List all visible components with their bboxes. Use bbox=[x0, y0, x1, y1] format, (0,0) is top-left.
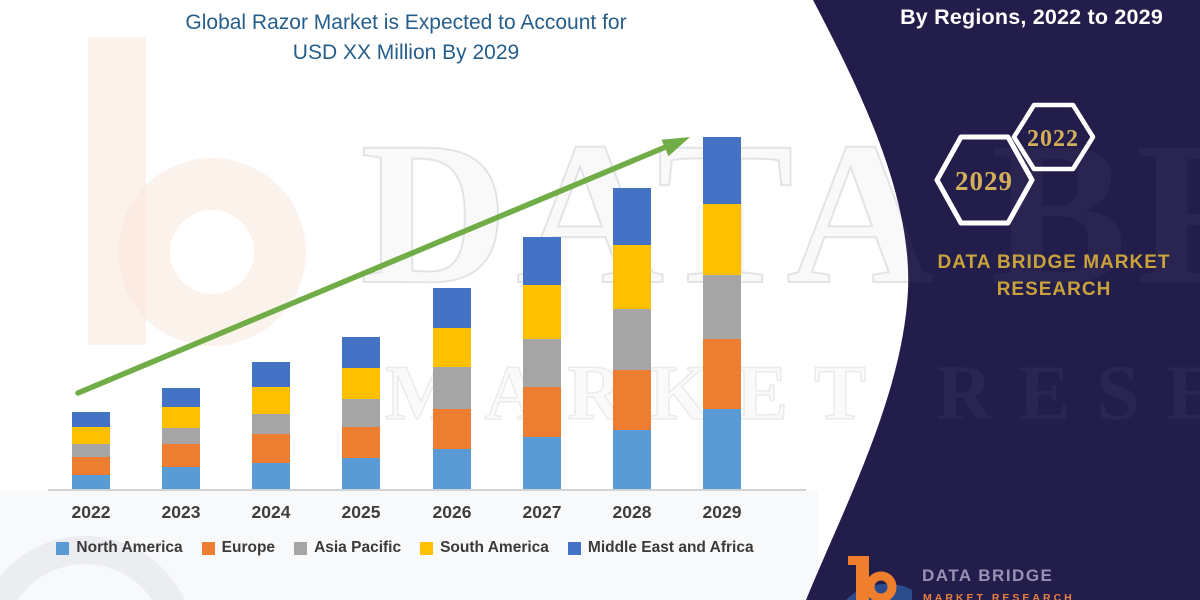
bar-segment-2022-south-america bbox=[72, 427, 110, 444]
sidebar-heading: By Regions, 2022 to 2029 bbox=[900, 5, 1163, 29]
bar-segment-2024-south-america bbox=[252, 386, 290, 415]
legend-label: North America bbox=[76, 539, 183, 556]
x-axis-label-2025: 2025 bbox=[341, 502, 381, 522]
legend-item-north-america: North America bbox=[56, 539, 183, 557]
legend-label: South America bbox=[440, 539, 549, 556]
bar-segment-2027-middle-east-and-africa bbox=[523, 237, 561, 286]
sidebar-background bbox=[806, 0, 1200, 600]
bar-segment-2029-south-america bbox=[703, 203, 741, 276]
axis-footer-strip bbox=[0, 491, 818, 600]
bar-segment-2025-asia-pacific bbox=[342, 398, 380, 427]
bar-segment-2023-south-america bbox=[162, 407, 200, 429]
x-axis-label-2028: 2028 bbox=[612, 502, 652, 522]
bar-segment-2027-south-america bbox=[523, 285, 561, 340]
bar-segment-2029-middle-east-and-africa bbox=[703, 137, 741, 204]
watermark-b-bowl bbox=[118, 158, 306, 346]
chart-title-line1: Global Razor Market is Expected to Accou… bbox=[185, 11, 627, 34]
bar-segment-2022-asia-pacific bbox=[72, 443, 110, 457]
bar-segment-2022-europe bbox=[72, 456, 110, 475]
bar-segment-2029-north-america bbox=[703, 409, 741, 489]
sidebar-brand-text: DATA BRIDGE MARKET RESEARCH bbox=[928, 250, 1180, 303]
watermark-swirl bbox=[0, 536, 185, 600]
bar-segment-2024-asia-pacific bbox=[252, 414, 290, 435]
hexagon-2029 bbox=[934, 134, 1035, 226]
bar-2024 bbox=[252, 361, 290, 489]
legend-item-europe: Europe bbox=[201, 539, 276, 557]
bar-segment-2024-middle-east-and-africa bbox=[252, 361, 290, 387]
bar-2029 bbox=[703, 137, 741, 489]
legend-swatch bbox=[201, 541, 215, 555]
bar-segment-2026-south-america bbox=[433, 327, 471, 367]
bar-segment-2026-asia-pacific bbox=[433, 366, 471, 409]
x-axis-label-2022: 2022 bbox=[71, 502, 111, 522]
legend-item-middle-east-and-africa: Middle East and Africa bbox=[567, 539, 754, 557]
bar-segment-2024-north-america bbox=[252, 463, 290, 489]
bar-2026 bbox=[433, 287, 471, 489]
legend-swatch bbox=[567, 541, 581, 555]
bar-2028 bbox=[613, 188, 651, 489]
bar-segment-2028-europe bbox=[613, 370, 651, 430]
bar-segment-2029-asia-pacific bbox=[703, 275, 741, 340]
legend-swatch bbox=[294, 541, 308, 555]
bar-segment-2026-europe bbox=[433, 408, 471, 449]
bar-segment-2022-middle-east-and-africa bbox=[72, 411, 110, 428]
bar-segment-2028-north-america bbox=[613, 429, 651, 489]
sidebar-brand-line2: RESEARCH bbox=[996, 278, 1112, 300]
x-axis-label-2024: 2024 bbox=[251, 502, 291, 522]
hexagon-2022 bbox=[1011, 102, 1096, 172]
hexagon-2022-label: 2022 bbox=[1027, 126, 1079, 152]
legend-item-south-america: South America bbox=[420, 539, 549, 557]
bar-plot-area bbox=[72, 137, 741, 489]
bar-segment-2022-north-america bbox=[72, 474, 110, 489]
legend-label: Middle East and Africa bbox=[587, 539, 754, 556]
bar-segment-2029-europe bbox=[703, 339, 741, 410]
bar-segment-2025-south-america bbox=[342, 367, 380, 399]
bar-segment-2023-middle-east-and-africa bbox=[162, 388, 200, 408]
x-axis-line bbox=[48, 489, 806, 491]
bar-2022 bbox=[72, 411, 110, 489]
bar-segment-2023-asia-pacific bbox=[162, 428, 200, 444]
bar-segment-2028-south-america bbox=[613, 245, 651, 310]
bar-segment-2027-asia-pacific bbox=[523, 339, 561, 387]
bar-2025 bbox=[342, 336, 380, 489]
bar-segment-2026-north-america bbox=[433, 448, 471, 489]
hexagon-2029-label: 2029 bbox=[955, 166, 1013, 196]
x-axis-label-2023: 2023 bbox=[161, 502, 201, 522]
bar-segment-2023-north-america bbox=[162, 466, 200, 489]
legend-label: Asia Pacific bbox=[314, 539, 402, 556]
bar-segment-2023-europe bbox=[162, 443, 200, 467]
legend-label: Europe bbox=[221, 539, 276, 556]
x-axis-label-2029: 2029 bbox=[702, 502, 742, 522]
footer-logo-b-bowl bbox=[865, 571, 897, 600]
bar-segment-2027-north-america bbox=[523, 436, 561, 489]
legend-swatch bbox=[56, 541, 70, 555]
bar-segment-2025-north-america bbox=[342, 458, 380, 489]
footer-logo-subname: MARKET RESEARCH bbox=[923, 592, 1075, 600]
bar-segment-2028-middle-east-and-africa bbox=[613, 188, 651, 246]
chart-legend: North America Europe Asia Pacific South Ame… bbox=[0, 539, 810, 557]
chart-title: Global Razor Market is Expected to Accou… bbox=[0, 8, 812, 69]
bar-segment-2027-europe bbox=[523, 386, 561, 437]
x-axis-label-2026: 2026 bbox=[432, 502, 472, 522]
legend-swatch bbox=[420, 541, 434, 555]
trend-arrow-line bbox=[75, 143, 671, 396]
trend-arrow-head bbox=[661, 137, 690, 157]
bar-segment-2028-asia-pacific bbox=[613, 309, 651, 371]
bar-segment-2025-middle-east-and-africa bbox=[342, 336, 380, 368]
x-axis-label-2027: 2027 bbox=[522, 502, 562, 522]
bar-2023 bbox=[162, 388, 200, 489]
bar-2027 bbox=[523, 237, 561, 489]
footer-logo-name: DATA BRIDGE bbox=[922, 566, 1054, 585]
chart-title-line2: USD XX Million By 2029 bbox=[292, 41, 520, 65]
bar-segment-2025-europe bbox=[342, 427, 380, 458]
legend-item-asia-pacific: Asia Pacific bbox=[294, 539, 401, 557]
bar-segment-2024-europe bbox=[252, 434, 290, 463]
sidebar-brand-line1: DATA BRIDGE MARKET bbox=[937, 252, 1171, 273]
bar-segment-2026-middle-east-and-africa bbox=[433, 287, 471, 328]
